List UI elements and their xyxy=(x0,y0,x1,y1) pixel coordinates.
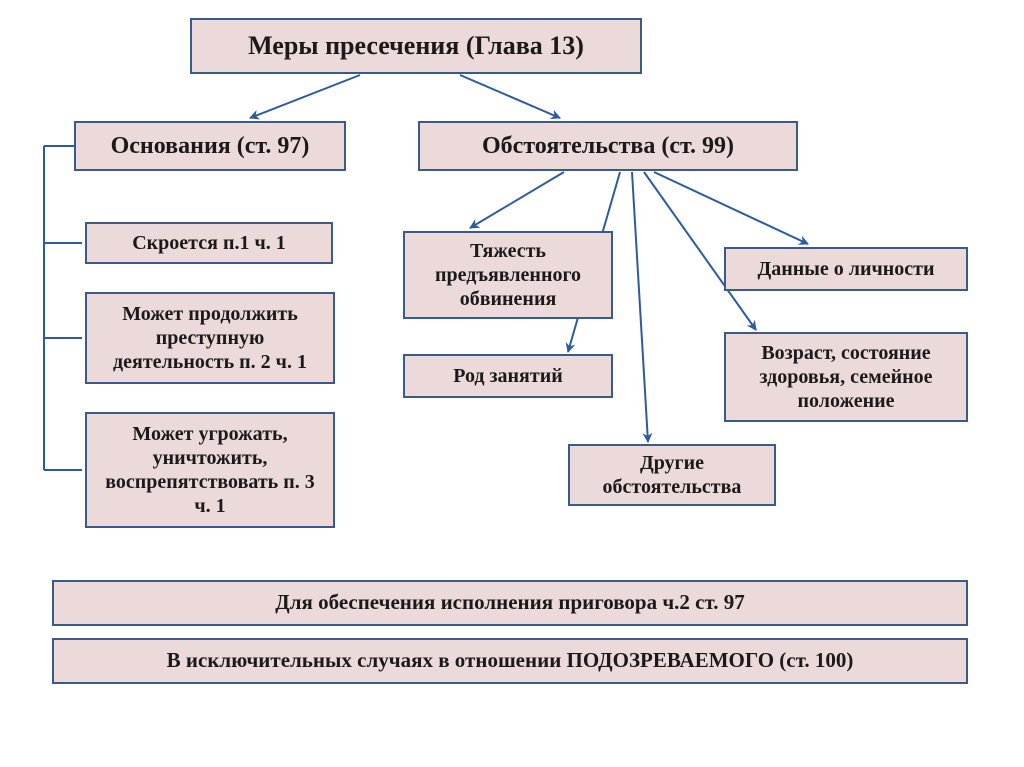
arrow-2 xyxy=(470,172,564,228)
node-c3: Род занятий xyxy=(403,354,613,398)
node-c4: Возраст, состояние здоровья, семейное по… xyxy=(724,332,968,422)
node-grounds: Основания (ст. 97) xyxy=(74,121,346,171)
node-footer2: В исключительных случаях в отношении ПОД… xyxy=(52,638,968,684)
node-c5: Другие обстоятельства xyxy=(568,444,776,506)
arrow-0 xyxy=(250,75,360,118)
arrow-1 xyxy=(460,75,560,118)
node-c2: Данные о личности xyxy=(724,247,968,291)
node-footer1: Для обеспечения исполнения приговора ч.2… xyxy=(52,580,968,626)
arrow-6 xyxy=(632,172,648,442)
node-c1: Тяжесть предъявленного обвинения xyxy=(403,231,613,319)
node-g3: Может угрожать, уничтожить, воспрепятств… xyxy=(85,412,335,528)
node-circ: Обстоятельства (ст. 99) xyxy=(418,121,798,171)
node-root: Меры пресечения (Глава 13) xyxy=(190,18,642,74)
node-g2: Может продолжить преступную деятельность… xyxy=(85,292,335,384)
arrow-3 xyxy=(654,172,808,244)
node-g1: Скроется п.1 ч. 1 xyxy=(85,222,333,264)
